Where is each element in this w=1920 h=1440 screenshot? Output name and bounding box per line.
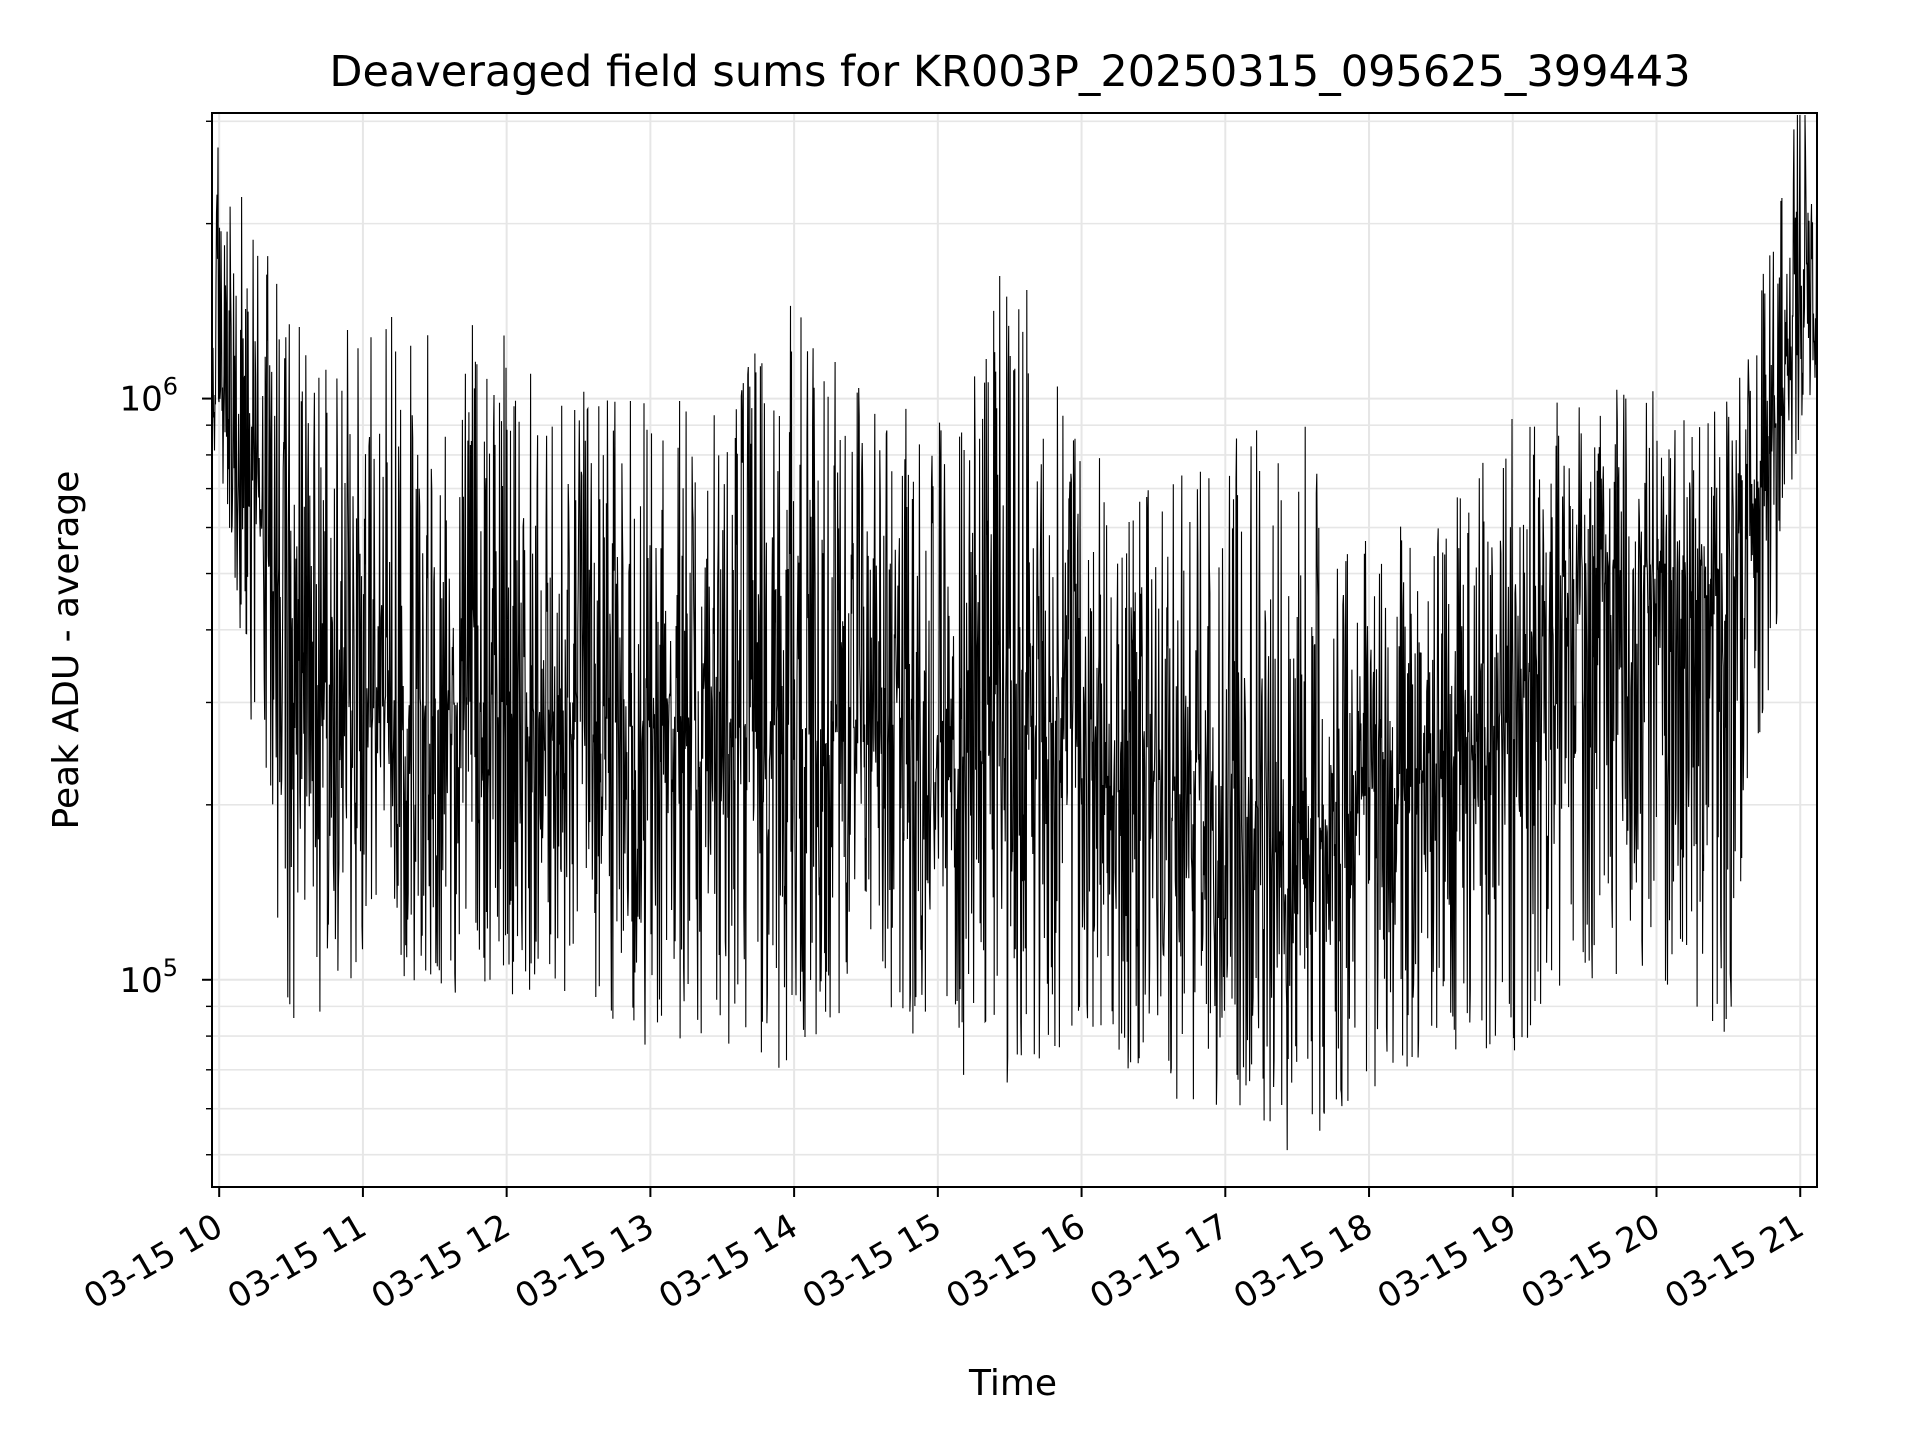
y-axis-label: Peak ADU - average	[46, 471, 87, 830]
chart-title: Deaveraged field sums for KR003P_2025031…	[329, 47, 1690, 97]
x-axis-label: Time	[968, 1363, 1057, 1404]
data-series	[211, 114, 1818, 1151]
plot-frame	[211, 112, 1818, 1188]
series-line	[211, 114, 1818, 1151]
y-tick-label: 106	[119, 373, 178, 420]
y-tick-label: 105	[119, 954, 178, 1001]
y-axis: 105 106	[119, 120, 212, 1156]
